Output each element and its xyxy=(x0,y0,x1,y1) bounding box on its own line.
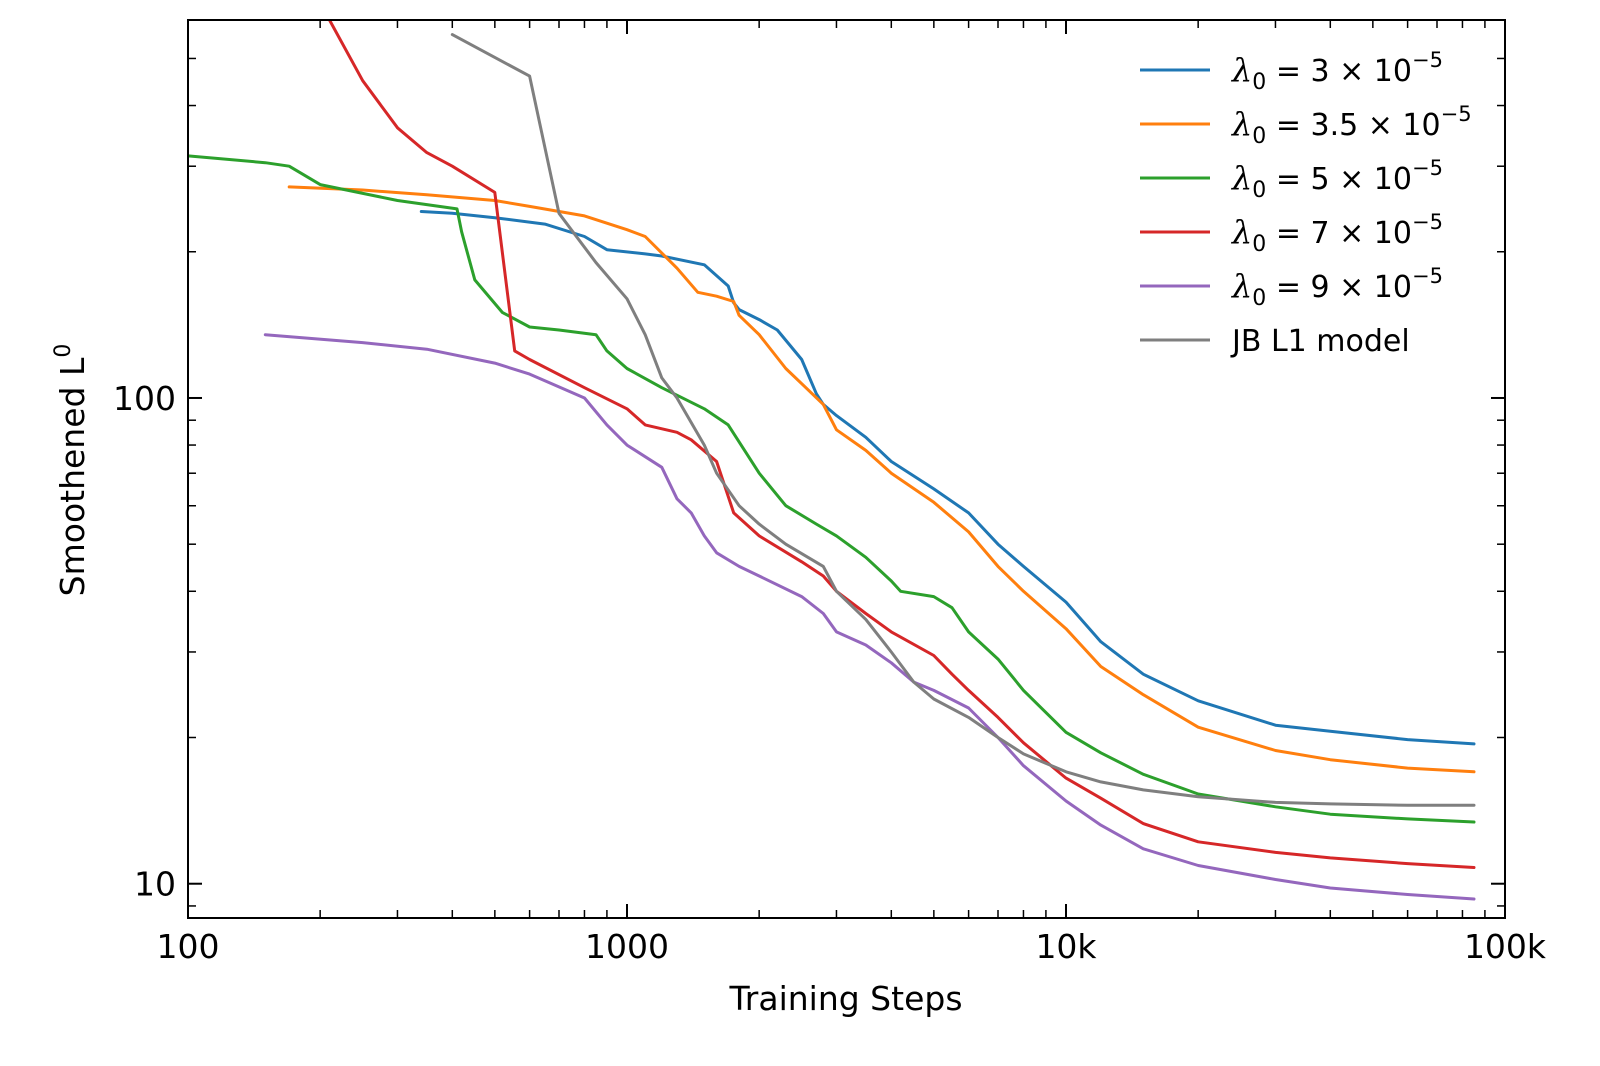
plot-content xyxy=(188,20,1476,901)
legend-item-3: λ0 = 5 × 10−5 xyxy=(1140,156,1443,203)
legend-item-2: λ0 = 3.5 × 10−5 xyxy=(1140,102,1472,149)
plot-frame xyxy=(187,19,1506,919)
series-line-2 xyxy=(287,185,1476,774)
legend: λ0 = 3 × 10−5 λ0 = 3.5 × 10−5 λ0 = 5 × 10−… xyxy=(1140,48,1472,359)
legend-item-1: λ0 = 3 × 10−5 xyxy=(1140,48,1443,95)
x-tick-label: 10k xyxy=(1035,927,1097,966)
x-axis-label: Training Steps xyxy=(728,979,962,1018)
series-group xyxy=(188,20,1476,901)
legend-item-6: JB L1 model xyxy=(1140,324,1410,359)
legend-label: λ0 = 7 × 10−5 xyxy=(1230,210,1443,257)
legend-item-4: λ0 = 7 × 10−5 xyxy=(1140,210,1443,257)
y-axis-label-superscript: 0 xyxy=(51,344,76,358)
y-tick-label: 100 xyxy=(113,379,176,418)
legend-item-5: λ0 = 9 × 10−5 xyxy=(1140,264,1443,311)
legend-label: JB L1 model xyxy=(1230,324,1410,359)
legend-label: λ0 = 5 × 10−5 xyxy=(1230,156,1443,203)
series-line-4 xyxy=(328,20,1476,869)
y-tick-label: 10 xyxy=(134,865,176,904)
legend-label: λ0 = 9 × 10−5 xyxy=(1230,264,1443,311)
x-tick-label: 1000 xyxy=(585,927,669,966)
x-tick-label: 100 xyxy=(157,927,220,966)
legend-label: λ0 = 3 × 10−5 xyxy=(1230,48,1443,95)
x-tick-label: 100k xyxy=(1464,927,1547,966)
series-line-3 xyxy=(188,154,1476,824)
axes-group: 100 1000 10k 100k 10 100 xyxy=(113,19,1547,966)
series-line-6 xyxy=(450,33,1476,807)
series-line-5 xyxy=(263,333,1476,901)
y-axis-label: Smoothened L0 xyxy=(51,344,92,597)
y-axis-label-main: Smoothened L xyxy=(53,357,92,596)
legend-label: λ0 = 3.5 × 10−5 xyxy=(1230,102,1472,149)
